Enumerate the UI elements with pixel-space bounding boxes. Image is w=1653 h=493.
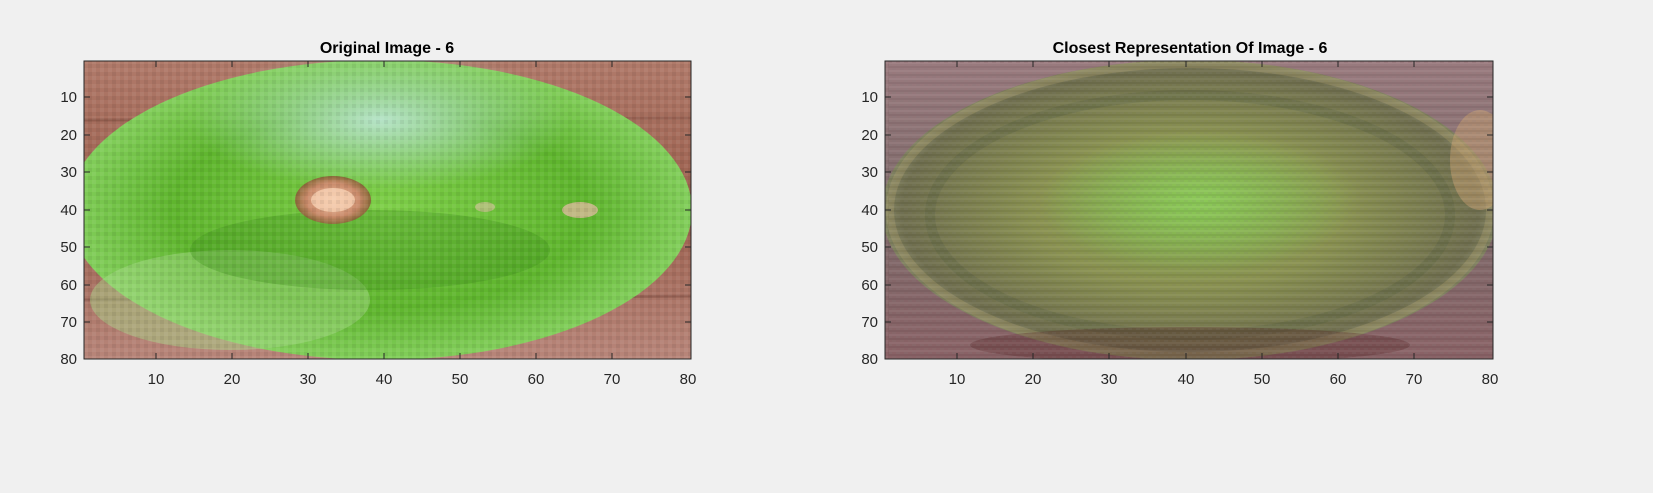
y-tick-labels: 10 20 30 40 50 60 70 80: [60, 89, 77, 368]
x-tick-labels: 10 20 30 40 50 60 70 80: [148, 371, 697, 388]
y-tick-label: 20: [60, 127, 77, 144]
x-tick-label: 10: [148, 371, 165, 388]
y-tick-label: 40: [861, 202, 878, 219]
x-tick-label: 50: [452, 371, 469, 388]
y-tick-label: 70: [60, 314, 77, 331]
axes-closest-representation: Closest Representation Of Image - 6 10 2…: [861, 40, 1499, 388]
y-tick-label: 60: [861, 277, 878, 294]
x-ticks: [155, 61, 613, 359]
y-tick-label: 50: [861, 239, 878, 256]
x-tick-label: 70: [604, 371, 621, 388]
x-tick-label: 20: [224, 371, 241, 388]
axes-title: Original Image - 6: [320, 40, 454, 57]
y-tick-label: 40: [60, 202, 77, 219]
y-tick-label: 60: [60, 277, 77, 294]
y-tick-label: 50: [60, 239, 77, 256]
x-tick-label: 20: [1025, 371, 1042, 388]
y-tick-labels: 10 20 30 40 50 60 70 80: [861, 89, 878, 368]
x-tick-label: 30: [1101, 371, 1118, 388]
x-tick-label: 30: [300, 371, 317, 388]
x-tick-label: 80: [680, 371, 697, 388]
x-tick-label: 80: [1482, 371, 1499, 388]
x-ticks: [956, 61, 1415, 359]
image-reconstruction: [885, 61, 1493, 359]
x-tick-labels: 10 20 30 40 50 60 70 80: [949, 371, 1499, 388]
axes-title: Closest Representation Of Image - 6: [1053, 40, 1328, 57]
y-tick-label: 10: [861, 89, 878, 106]
x-tick-label: 40: [376, 371, 393, 388]
y-tick-label: 80: [861, 351, 878, 368]
axes-original: Original Image - 6 10 20 30 40 50: [60, 40, 696, 388]
x-tick-label: 40: [1178, 371, 1195, 388]
x-tick-label: 70: [1406, 371, 1423, 388]
y-tick-label: 10: [60, 89, 77, 106]
image-original: [84, 61, 691, 359]
y-tick-label: 20: [861, 127, 878, 144]
x-tick-label: 60: [528, 371, 545, 388]
y-tick-label: 30: [60, 164, 77, 181]
y-ticks: [885, 96, 1493, 323]
y-ticks: [84, 96, 691, 323]
x-tick-label: 50: [1254, 371, 1271, 388]
y-tick-label: 30: [861, 164, 878, 181]
x-tick-label: 60: [1330, 371, 1347, 388]
y-tick-label: 70: [861, 314, 878, 331]
y-tick-label: 80: [60, 351, 77, 368]
x-tick-label: 10: [949, 371, 966, 388]
